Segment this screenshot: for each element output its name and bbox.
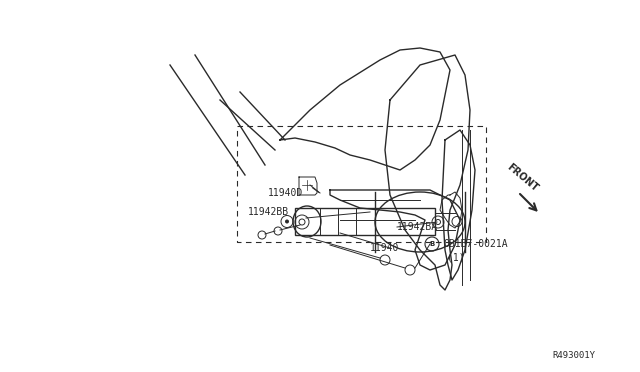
Text: 11940: 11940	[370, 243, 399, 253]
Text: B: B	[429, 241, 435, 247]
Text: R493001Y: R493001Y	[552, 350, 595, 359]
Text: 11942BB: 11942BB	[248, 207, 289, 217]
Bar	[295, 208, 435, 235]
Text: 11942BA: 11942BA	[397, 222, 438, 232]
Text: 11940D: 11940D	[268, 188, 303, 198]
Text: (1): (1)	[447, 252, 465, 262]
Text: FRONT: FRONT	[505, 162, 540, 194]
Text: 0B1B7-0021A: 0B1B7-0021A	[443, 239, 508, 249]
Circle shape	[285, 219, 289, 224]
